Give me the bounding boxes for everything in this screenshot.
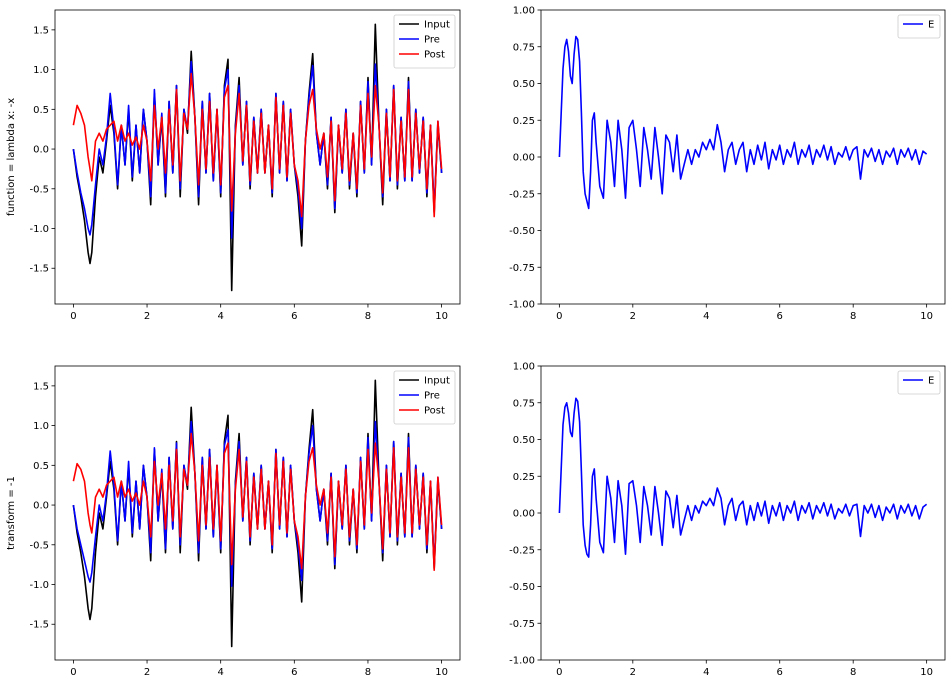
- plot4-xtick-label: 8: [850, 667, 856, 678]
- plot1-ytick-label: 0.5: [33, 105, 49, 116]
- plot2-ytick-label: -0.25: [509, 189, 535, 200]
- plot4-series-e-line: [558, 397, 928, 558]
- plot4-ytick-label: 0.50: [513, 435, 535, 446]
- plot2-xtick-label: 0: [556, 311, 562, 322]
- plot4-legend-label-e: E: [928, 376, 934, 387]
- plot3-xtick-label: 6: [291, 667, 297, 678]
- plot1-ytick-label: -1.0: [29, 224, 49, 235]
- plot4-ytick-label: -0.25: [509, 545, 535, 556]
- plot3-xtick-label: 10: [435, 667, 448, 678]
- plot1-xtick-label: 6: [291, 311, 297, 322]
- plot3-ytick-label: -1.5: [29, 620, 49, 631]
- plot1-series-input-line: [72, 23, 443, 292]
- plot4-xtick-label: 10: [920, 667, 933, 678]
- plot3-axes-frame: [54, 365, 461, 661]
- plot2-ytick-label: 0.50: [513, 79, 535, 90]
- plot4-ytick-label: 1.00: [513, 362, 535, 373]
- plot3-legend-label-input: Input: [424, 376, 450, 387]
- plot2-xtick-label: 10: [920, 311, 933, 322]
- plot2-ytick-label: 0.25: [513, 116, 535, 127]
- plot2-ytick-label: -0.75: [509, 263, 535, 274]
- plot4-ytick-label: -0.75: [509, 619, 535, 630]
- plot2-xtick-label: 8: [850, 311, 856, 322]
- plot3-legend-label-post: Post: [424, 406, 445, 417]
- plot1-legend-label-post: Post: [424, 50, 445, 61]
- plot3-ytick-label: 1.5: [33, 381, 49, 392]
- plot1-ytick-label: 0.0: [33, 145, 49, 156]
- plot1-ylabel: function = lambda x: -x: [6, 98, 17, 216]
- plot3-ytick-label: -0.5: [29, 540, 49, 551]
- plot1-ytick-label: -0.5: [29, 184, 49, 195]
- plot2-ytick-label: -0.50: [509, 226, 535, 237]
- plot1-xtick-label: 2: [144, 311, 150, 322]
- plot1-xtick-label: 10: [435, 311, 448, 322]
- plot4-xtick-label: 2: [630, 667, 636, 678]
- plot3-xtick-label: 4: [217, 667, 223, 678]
- plot1-series-post-line: [72, 72, 443, 218]
- plot1-xtick-label: 4: [217, 311, 223, 322]
- plot1-ytick-label: 1.0: [33, 65, 49, 76]
- plot2-ytick-label: 0.75: [513, 42, 535, 53]
- plot4-ytick-label: -0.50: [509, 582, 535, 593]
- plot2-series-e-line: [558, 35, 928, 210]
- plot4-ytick-label: 0.00: [513, 509, 535, 520]
- plot2-ytick-label: 0.00: [513, 153, 535, 164]
- plot3-xtick-label: 8: [365, 667, 371, 678]
- plot3-ytick-label: 1.0: [33, 421, 49, 432]
- plot1-ytick-label: -1.5: [29, 264, 49, 275]
- plot3-ytick-label: -1.0: [29, 580, 49, 591]
- plot4-ytick-label: -1.00: [509, 656, 535, 667]
- plot1-legend-label-input: Input: [424, 20, 450, 31]
- plot3-xtick-label: 2: [144, 667, 150, 678]
- plot2-legend-box: [897, 14, 941, 39]
- plot4-ytick-label: 0.25: [513, 472, 535, 483]
- plot1-series-pre-line: [72, 60, 443, 239]
- plot2-legend-label-e: E: [928, 20, 934, 31]
- plot3-series-post-line: [72, 432, 443, 571]
- plot1-ytick-label: 1.5: [33, 25, 49, 36]
- plot1-xtick-label: 8: [365, 311, 371, 322]
- plot1-legend-label-pre: Pre: [424, 35, 440, 46]
- plot2-xtick-label: 4: [703, 311, 709, 322]
- plot4-ytick-label: 0.75: [513, 398, 535, 409]
- plot1-xtick-label: 0: [70, 311, 76, 322]
- plot3-series-pre-line: [72, 420, 443, 587]
- plot4-xtick-label: 0: [556, 667, 562, 678]
- plot4-xtick-label: 4: [703, 667, 709, 678]
- plot1-axes-frame: [54, 9, 461, 305]
- plot3-xtick-label: 0: [70, 667, 76, 678]
- plot2-xtick-label: 6: [777, 311, 783, 322]
- plot2-xtick-label: 2: [630, 311, 636, 322]
- plot3-ytick-label: 0.0: [33, 501, 49, 512]
- plot3-series-input-line: [72, 379, 443, 648]
- plot2-ytick-label: 1.00: [513, 6, 535, 17]
- plot3-legend-label-pre: Pre: [424, 391, 440, 402]
- plot4-legend-box: [897, 370, 941, 395]
- plot2-ytick-label: -1.00: [509, 300, 535, 311]
- plot4-xtick-label: 6: [777, 667, 783, 678]
- plot3-ylabel: transform = -1: [6, 476, 17, 550]
- plot3-ytick-label: 0.5: [33, 461, 49, 472]
